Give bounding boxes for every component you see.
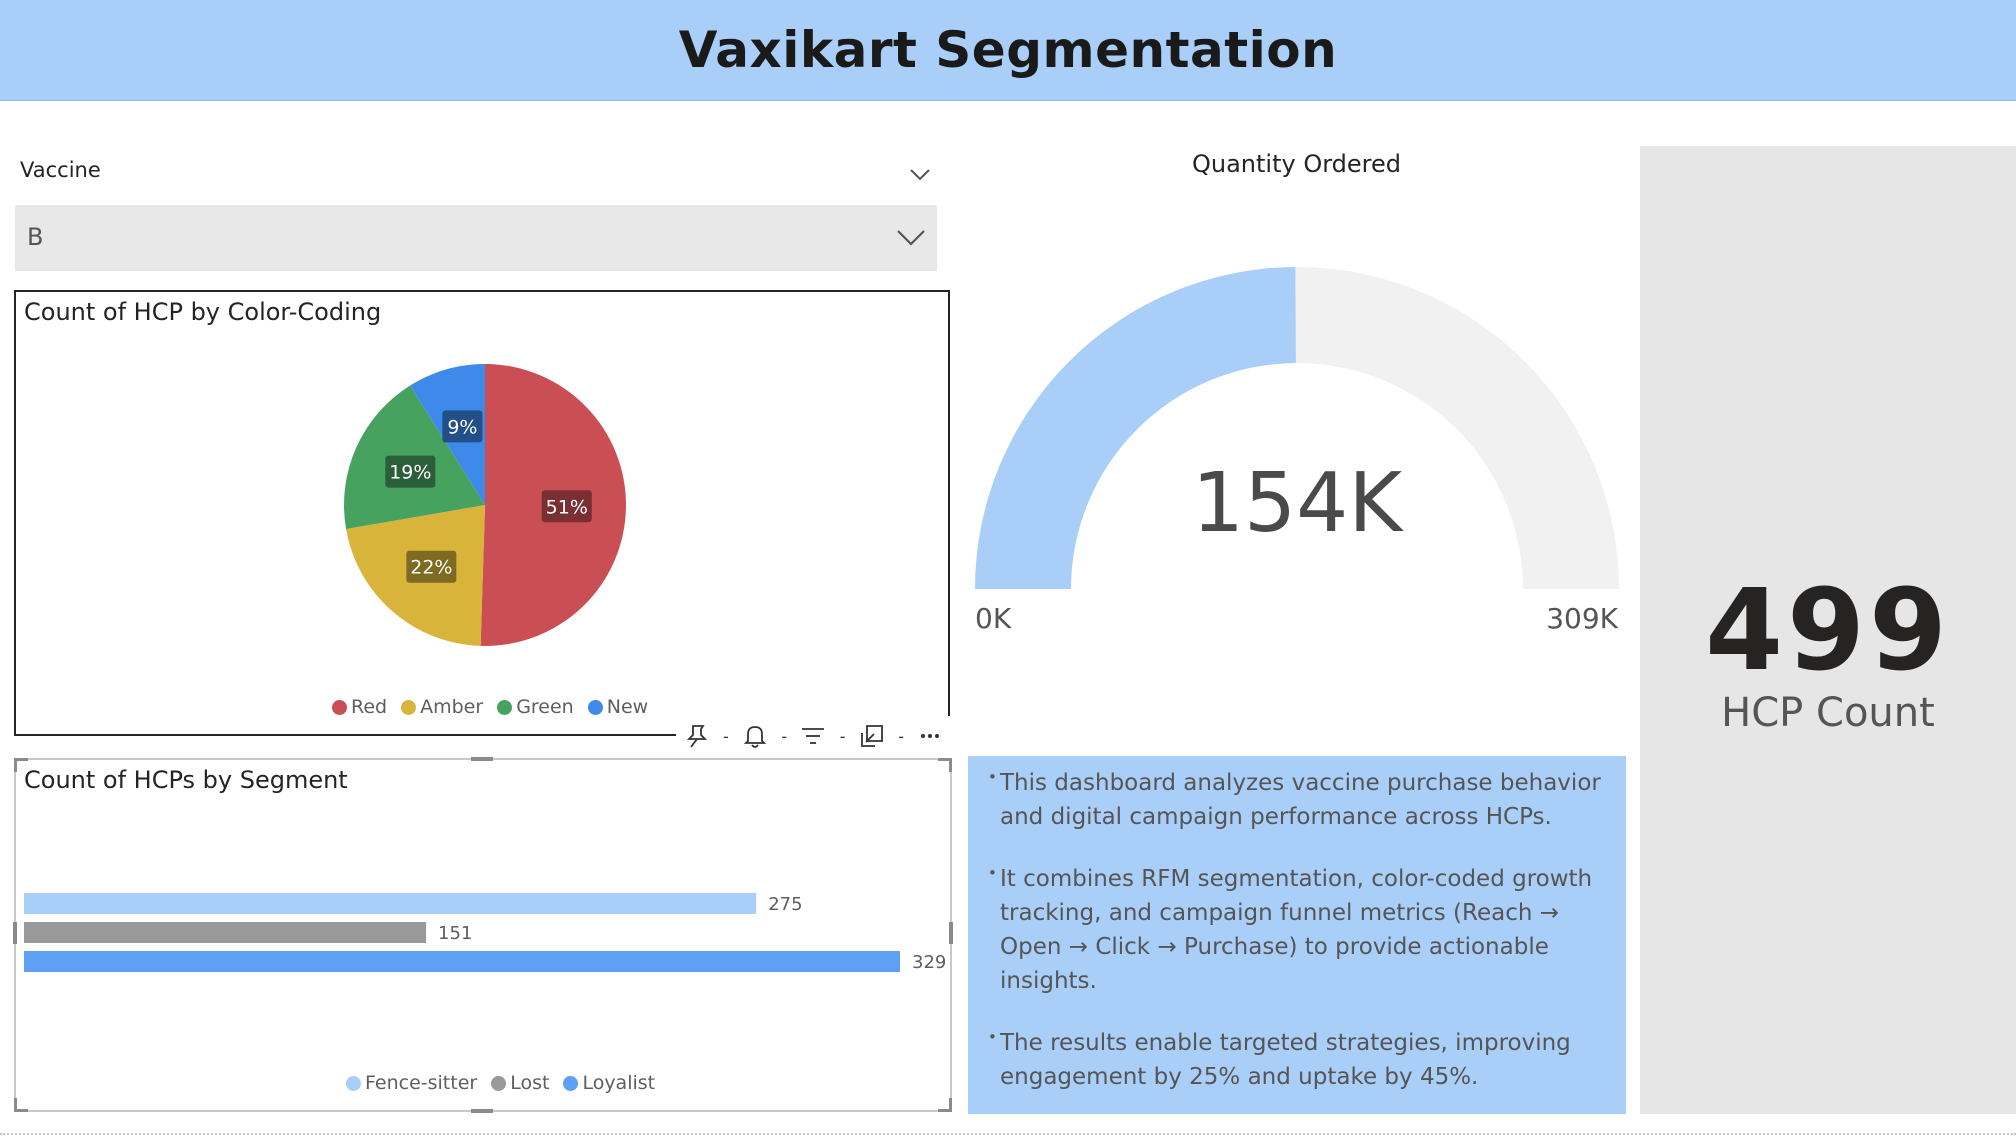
gauge-min-label: 0K <box>975 602 1012 635</box>
toolbar-separator: - <box>898 726 904 746</box>
bar-chart: 275 151 329 <box>24 893 946 973</box>
svg-text:51%: 51% <box>546 496 588 518</box>
resize-handle[interactable] <box>14 758 28 761</box>
pie-data-label: 19% <box>385 455 436 488</box>
page-divider <box>0 1133 2016 1135</box>
description-bullet: This dashboard analyzes vaccine purchase… <box>988 760 1608 834</box>
card-label: HCP Count <box>1721 690 1935 736</box>
more-options-icon[interactable] <box>915 721 945 751</box>
pin-icon[interactable] <box>682 721 712 751</box>
svg-text:9%: 9% <box>447 416 477 438</box>
legend-item-lost[interactable]: Lost <box>491 1072 549 1094</box>
legend-label: Lost <box>510 1072 550 1094</box>
resize-handle[interactable] <box>471 757 493 761</box>
chevron-down-icon[interactable] <box>908 164 932 184</box>
resize-handle[interactable] <box>949 1098 952 1112</box>
pie-data-label: 9% <box>442 410 483 443</box>
chevron-down-icon[interactable] <box>895 223 927 251</box>
legend-label: Amber <box>420 696 484 718</box>
description-bullet: It combines RFM segmentation, color-code… <box>988 856 1608 998</box>
pie-data-label: 22% <box>406 550 457 583</box>
pie-legend: Red Amber Green New <box>332 696 648 718</box>
resize-handle[interactable] <box>14 1109 28 1112</box>
legend-dot <box>401 699 417 715</box>
bar-data-label: 151 <box>438 923 472 944</box>
bar-data-label: 329 <box>912 952 946 973</box>
gauge-max-label: 309K <box>1546 602 1618 635</box>
legend-dot <box>497 699 513 715</box>
bar-chart-title: Count of HCPs by Segment <box>24 766 348 794</box>
bar-legend: Fence-sitter Lost Loyalist <box>346 1072 655 1094</box>
filter-icon[interactable] <box>798 721 828 751</box>
focus-mode-icon[interactable] <box>857 721 887 751</box>
bell-icon[interactable] <box>740 721 770 751</box>
bar-chart-panel[interactable]: Count of HCPs by Segment 275 151 329 Fence… <box>13 757 953 1113</box>
vaccine-dropdown-value: B <box>27 223 44 251</box>
legend-item-green[interactable]: Green <box>497 696 574 718</box>
pie-data-label: 51% <box>541 490 592 523</box>
resize-handle[interactable] <box>14 1098 17 1112</box>
visual-header-toolbar: - - - - <box>676 716 951 756</box>
legend-label: Fence-sitter <box>365 1072 478 1094</box>
legend-dot <box>587 699 603 715</box>
svg-text:19%: 19% <box>389 462 431 484</box>
legend-dot <box>491 1075 507 1091</box>
gauge-value: 154K <box>1192 456 1405 551</box>
resize-handle[interactable] <box>938 758 952 761</box>
legend-dot <box>346 1075 361 1091</box>
vaccine-slicer-title: Vaccine <box>20 158 101 182</box>
description-textbox: This dashboard analyzes vaccine purchase… <box>968 756 1626 1114</box>
legend-label: Green <box>516 696 574 718</box>
legend-dot <box>563 1075 579 1091</box>
resize-handle[interactable] <box>938 1109 952 1112</box>
resize-handle[interactable] <box>13 922 17 944</box>
card-value: 499 <box>1705 566 1951 696</box>
legend-item-amber[interactable]: Amber <box>401 696 483 718</box>
toolbar-separator: - <box>781 726 788 746</box>
gauge-title: Quantity Ordered <box>1191 150 1401 178</box>
legend-label: Red <box>351 696 388 718</box>
toolbar-separator: - <box>839 726 846 746</box>
legend-item-fence-sitter[interactable]: Fence-sitter <box>346 1072 477 1094</box>
resize-handle[interactable] <box>949 922 953 944</box>
legend-dot <box>332 699 347 715</box>
bar-fence-sitter[interactable] <box>24 893 757 914</box>
pie-chart-panel[interactable]: Count of HCP by Color-Coding 51% 22% 19% 9%… <box>14 290 950 736</box>
legend-item-new[interactable]: New <box>587 696 649 718</box>
legend-item-red[interactable]: Red <box>332 696 387 718</box>
vaccine-dropdown[interactable]: B <box>15 205 937 271</box>
page-header: Vaxikart Segmentation <box>0 0 2016 101</box>
legend-label: Loyalist <box>582 1072 656 1094</box>
bar-data-label: 275 <box>768 894 802 915</box>
pie-chart: 51% 22% 19% 9% <box>344 364 626 646</box>
svg-text:22%: 22% <box>410 557 452 579</box>
pie-chart-title: Count of HCP by Color-Coding <box>24 298 382 326</box>
description-bullet: The results enable targeted strategies, … <box>988 1020 1608 1094</box>
gauge-fill[interactable] <box>975 267 1296 589</box>
legend-item-loyalist[interactable]: Loyalist <box>563 1072 655 1094</box>
bar-loyalist[interactable] <box>24 951 900 972</box>
resize-handle[interactable] <box>471 1109 493 1113</box>
legend-label: New <box>606 696 649 718</box>
bar-lost[interactable] <box>24 922 427 943</box>
toolbar-separator: - <box>722 726 729 746</box>
page-title: Vaxikart Segmentation <box>678 21 1338 79</box>
resize-handle[interactable] <box>949 758 952 772</box>
resize-handle[interactable] <box>14 758 17 772</box>
hcp-count-card[interactable]: 499 HCP Count <box>1640 146 2016 1114</box>
gauge-chart: 154K 0K 309K <box>975 267 1619 635</box>
